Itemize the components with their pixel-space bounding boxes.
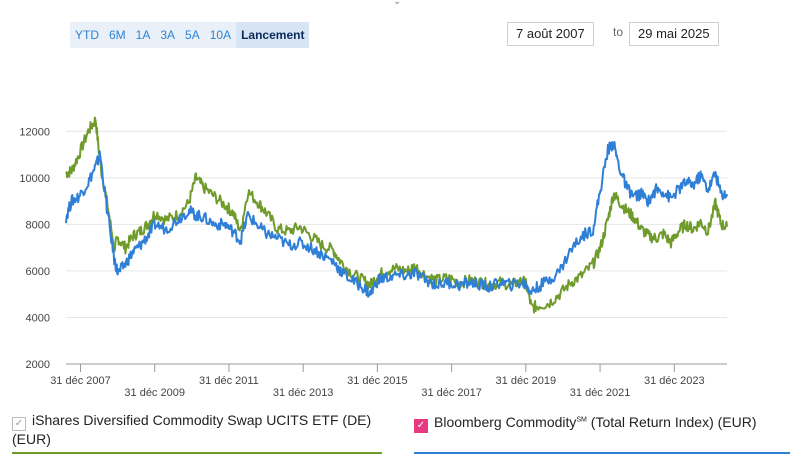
x-tick-label: 31 déc 2021: [570, 387, 631, 399]
x-tick-label: 31 déc 2007: [50, 375, 111, 387]
date-to-input[interactable]: 29 mai 2025: [629, 22, 719, 46]
legend-index-label: Bloomberg CommoditySM (Total Return Inde…: [434, 414, 757, 430]
range-6m-button[interactable]: 6M: [109, 28, 126, 42]
legend-etf-label: iShares Diversified Commodity Swap UCITS…: [12, 412, 372, 447]
date-to-label: to: [613, 25, 624, 39]
x-tick-label: 31 déc 2023: [644, 375, 705, 387]
x-tick-label: 31 déc 2009: [124, 387, 185, 399]
x-tick-label: 31 déc 2013: [273, 387, 334, 399]
chart-gridlines: [66, 130, 727, 365]
range-1a-button[interactable]: 1A: [135, 28, 151, 42]
range-5a-button[interactable]: 5A: [185, 28, 200, 42]
legend-index[interactable]: ✓ Bloomberg CommoditySM (Total Return Ind…: [414, 412, 790, 454]
y-tick-label: 6000: [26, 266, 50, 278]
legend-index-checkbox-icon[interactable]: ✓: [414, 418, 428, 433]
legend-index-label-sup: SM: [576, 416, 587, 423]
range-lancement-button[interactable]: Lancement: [236, 22, 310, 48]
legend-etf-checkbox-icon[interactable]: ✓: [12, 417, 26, 431]
range-ytd-button[interactable]: YTD: [75, 28, 99, 42]
range-3a-button[interactable]: 3A: [160, 28, 176, 42]
y-tick-label: 10000: [19, 173, 50, 185]
legend-index-label-main: Bloomberg Commodity: [434, 413, 577, 430]
series-etf-line: [65, 116, 728, 314]
range-10a-button[interactable]: 10A: [209, 28, 232, 42]
chart-series: [65, 116, 728, 314]
range-selector: YTD 6M 1A 3A 5A 10A Lancement: [70, 22, 310, 48]
series-index-line: [65, 141, 728, 298]
y-tick-label: 8000: [26, 219, 50, 231]
y-axis-ticks: 2000 4000 6000 8000 10000 12000: [19, 126, 50, 371]
y-tick-label: 4000: [26, 312, 50, 324]
x-tick-label: 31 déc 2015: [347, 375, 408, 387]
scroll-chevron-icon: ⌄: [393, 0, 402, 7]
legend-index-label-tail: (Total Return Index) (EUR): [586, 413, 757, 430]
legend-etf[interactable]: ✓ iShares Diversified Commodity Swap UCIT…: [12, 412, 382, 454]
x-tick-label: 31 déc 2019: [496, 375, 557, 387]
x-tick-label: 31 déc 2017: [421, 387, 482, 399]
date-from-input[interactable]: 7 août 2007: [507, 22, 594, 46]
x-tick-label: 31 déc 2011: [199, 375, 259, 387]
y-tick-label: 12000: [19, 126, 50, 138]
y-tick-label: 2000: [26, 359, 50, 371]
x-axis-ticks: 31 déc 2007 31 déc 2009 31 déc 2011 31 déc …: [50, 364, 705, 399]
